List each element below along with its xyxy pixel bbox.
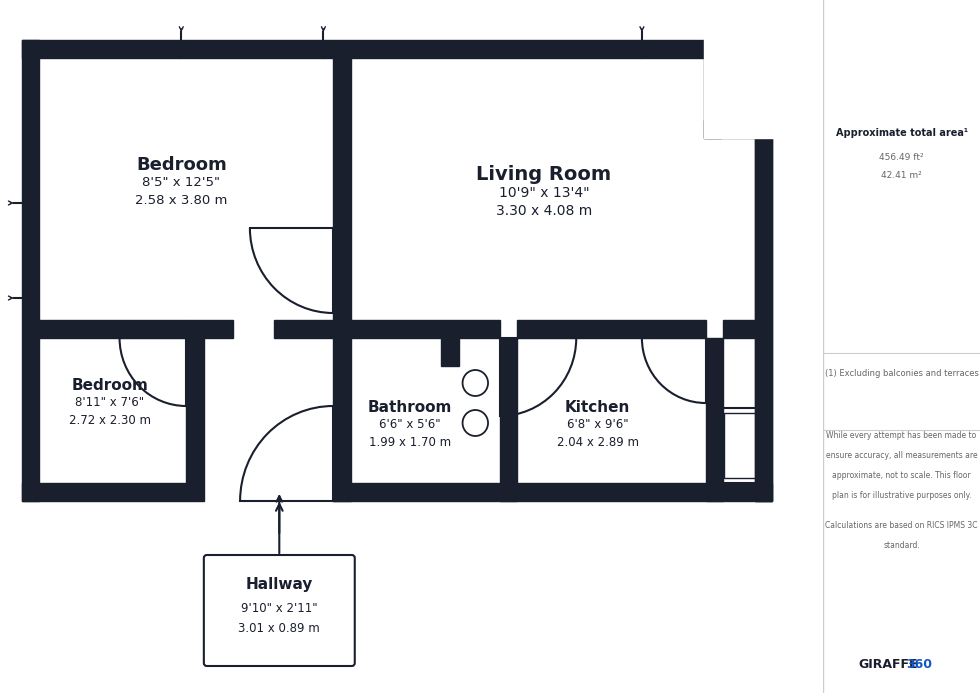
- Bar: [333, 483, 772, 501]
- Text: 2.58 x 3.80 m: 2.58 x 3.80 m: [135, 195, 227, 207]
- FancyBboxPatch shape: [204, 555, 355, 666]
- Bar: [704, 40, 721, 138]
- Bar: [719, 408, 768, 483]
- Bar: [755, 40, 772, 501]
- Bar: [333, 338, 351, 501]
- Bar: [517, 320, 706, 338]
- Text: 360: 360: [906, 658, 932, 672]
- Text: 8'5" x 12'5": 8'5" x 12'5": [142, 177, 220, 189]
- Bar: [500, 338, 517, 501]
- Bar: [755, 138, 772, 501]
- Text: 2.72 x 2.30 m: 2.72 x 2.30 m: [69, 414, 151, 428]
- Text: Calculations are based on RICS IPMS 3C: Calculations are based on RICS IPMS 3C: [825, 520, 978, 529]
- Text: Living Room: Living Room: [476, 166, 612, 184]
- Text: 42.41 m²: 42.41 m²: [881, 170, 922, 179]
- Text: Approximate total area¹: Approximate total area¹: [836, 128, 967, 138]
- Text: Bedroom: Bedroom: [136, 156, 226, 174]
- Bar: [723, 320, 755, 338]
- Bar: [186, 320, 233, 338]
- Text: 3.30 x 4.08 m: 3.30 x 4.08 m: [496, 204, 592, 218]
- Bar: [704, 38, 774, 138]
- Text: ensure accuracy, all measurements are: ensure accuracy, all measurements are: [826, 450, 977, 459]
- Bar: [39, 320, 186, 338]
- Bar: [351, 320, 500, 338]
- Bar: [22, 40, 772, 58]
- Bar: [186, 338, 204, 501]
- Bar: [22, 483, 186, 501]
- Text: Bathroom: Bathroom: [368, 399, 452, 414]
- Text: standard.: standard.: [883, 541, 920, 550]
- Bar: [333, 58, 351, 338]
- Text: plan is for illustrative purposes only.: plan is for illustrative purposes only.: [832, 491, 971, 500]
- Bar: [441, 338, 459, 366]
- Text: 3.01 x 0.89 m: 3.01 x 0.89 m: [238, 622, 320, 635]
- Text: 6'8" x 9'6": 6'8" x 9'6": [567, 419, 628, 432]
- Text: GIRAFFE: GIRAFFE: [858, 658, 917, 672]
- Text: (1) Excluding balconies and terraces: (1) Excluding balconies and terraces: [824, 369, 979, 378]
- Bar: [274, 320, 333, 338]
- Text: 1.99 x 1.70 m: 1.99 x 1.70 m: [368, 437, 451, 450]
- Bar: [704, 120, 772, 138]
- Bar: [724, 413, 763, 478]
- Text: Bedroom: Bedroom: [72, 378, 148, 392]
- Text: approximate, not to scale. This floor: approximate, not to scale. This floor: [832, 471, 971, 480]
- Text: 8'11" x 7'6": 8'11" x 7'6": [75, 396, 144, 410]
- Text: 10'9" x 13'4": 10'9" x 13'4": [499, 186, 589, 200]
- Text: 6'6" x 5'6": 6'6" x 5'6": [379, 419, 440, 432]
- Text: While every attempt has been made to: While every attempt has been made to: [826, 430, 977, 439]
- Bar: [706, 338, 723, 501]
- Text: Hallway: Hallway: [246, 577, 313, 593]
- Text: 2.04 x 2.89 m: 2.04 x 2.89 m: [557, 437, 639, 450]
- Text: 456.49 ft²: 456.49 ft²: [879, 154, 924, 162]
- Text: 9'10" x 2'11": 9'10" x 2'11": [241, 602, 318, 615]
- Text: Kitchen: Kitchen: [565, 399, 630, 414]
- Bar: [22, 40, 39, 501]
